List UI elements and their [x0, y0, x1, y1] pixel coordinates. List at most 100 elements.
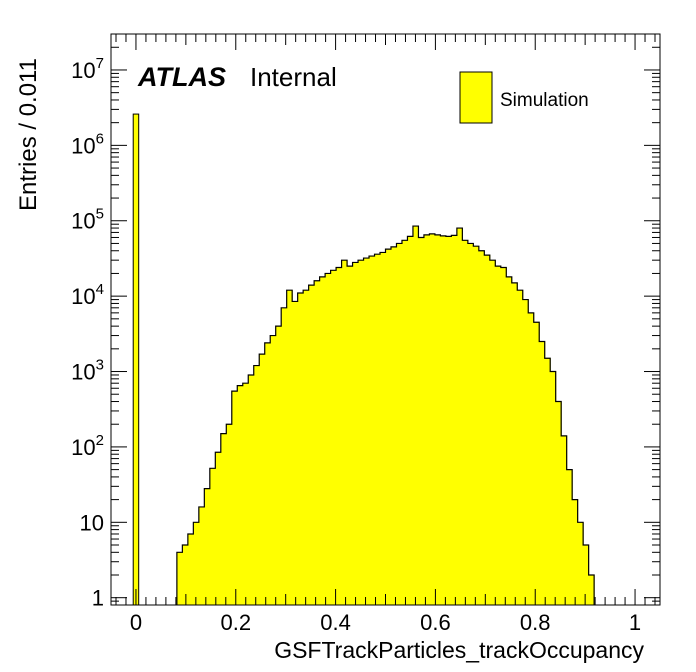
histogram-bar [434, 234, 441, 605]
histogram-bar [220, 433, 227, 605]
histogram-bar [467, 243, 474, 605]
histogram-bar [314, 280, 321, 605]
histogram-bar [456, 228, 463, 605]
histogram-bar [385, 249, 392, 605]
histogram-bar [198, 506, 205, 605]
internal-label: Internal [250, 62, 337, 92]
y-tick-labels: 1 10 102 103 104 105 106 107 [71, 55, 104, 611]
histogram-bar [374, 254, 381, 606]
x-tick-label: 0.2 [220, 610, 251, 635]
histogram-bar [270, 335, 277, 605]
histogram-bar [231, 391, 238, 605]
histogram-bar [204, 488, 211, 605]
histogram-outline [176, 225, 595, 605]
y-axis-label: Entries / 0.011 [15, 58, 42, 211]
spike-bar [132, 113, 140, 606]
histogram-bar [281, 307, 288, 605]
histogram-bar [550, 371, 557, 605]
x-tick-label: 0.4 [320, 610, 351, 635]
histogram-bar [522, 299, 529, 605]
y-tick-label: 10 [80, 510, 104, 535]
histogram-bar [182, 544, 189, 605]
histogram-bars [132, 113, 595, 606]
histogram-bar [396, 243, 403, 605]
axis-ticks [111, 33, 660, 606]
histogram-bar [176, 552, 183, 605]
histogram-bar [275, 326, 282, 605]
y-tick-label: 102 [71, 432, 104, 460]
histogram-bar [412, 226, 420, 605]
histogram-bar [445, 236, 452, 606]
y-tick-label: 104 [71, 281, 104, 309]
histogram-bar [209, 468, 216, 605]
histogram-bar [187, 533, 194, 605]
legend: Simulation [459, 71, 589, 124]
histogram-bar [358, 260, 365, 605]
histogram-bar [561, 435, 568, 605]
histogram-bar [390, 246, 398, 606]
legend-swatch [459, 71, 493, 124]
histogram-bar [478, 250, 485, 605]
histogram-bar [226, 424, 233, 605]
histogram-bar [533, 322, 540, 605]
x-axis-label: GSFTrackParticles_trackOccupancy [274, 637, 644, 663]
histogram-bar [418, 237, 425, 605]
histogram-bar [341, 260, 348, 605]
histogram-bar [303, 290, 310, 605]
histogram-bar [292, 301, 299, 605]
x-tick-label: 0.6 [420, 610, 451, 635]
histogram-bar [484, 255, 491, 605]
histogram-bar [566, 469, 573, 605]
histogram-bar [363, 258, 370, 605]
histogram-bar [297, 293, 304, 605]
x-tick-label: 1 [629, 610, 641, 635]
histogram-bar [330, 270, 337, 605]
histogram-bar [423, 234, 431, 605]
y-tick-label: 103 [71, 357, 104, 385]
histogram-bar [539, 341, 546, 605]
y-tick-label: 1 [92, 586, 104, 611]
histogram-bar [253, 365, 260, 605]
histogram-bar [583, 544, 590, 605]
histogram-bar [215, 452, 222, 605]
x-tick-label: 0.8 [520, 610, 551, 635]
histogram-bar [347, 266, 354, 605]
histogram-bar [237, 385, 244, 605]
histogram-bar [588, 574, 595, 605]
histogram-bar [401, 240, 409, 606]
y-tick-label: 106 [71, 130, 104, 158]
x-tick-labels: 0 0.2 0.4 0.6 0.8 1 [130, 610, 641, 635]
histogram-bar [451, 235, 458, 605]
histogram-bar [248, 374, 255, 605]
legend-label-simulation: Simulation [500, 90, 589, 111]
y-tick-label: 105 [71, 206, 104, 234]
histogram-bar [511, 282, 518, 605]
histogram-bar [325, 273, 332, 605]
histogram-bar [544, 358, 551, 605]
histogram-bar [572, 499, 579, 605]
histogram-bar [506, 276, 513, 605]
histogram-bar [489, 260, 496, 605]
histogram-bar [517, 290, 524, 605]
histogram-bar [462, 240, 469, 606]
histogram-bar [429, 233, 436, 605]
histogram-bar [193, 522, 200, 605]
histogram-bar [528, 312, 535, 605]
histogram-bar [308, 285, 315, 605]
histogram-bar [555, 401, 562, 605]
histogram-bar [369, 256, 376, 605]
histogram-bar [495, 266, 502, 605]
histogram-bar [286, 290, 293, 605]
histogram-bar [319, 276, 326, 605]
x-tick-label: 0 [130, 610, 142, 635]
histogram-bar [500, 267, 507, 605]
histogram-bar [259, 354, 266, 605]
histogram-bar [352, 262, 359, 605]
histogram-bar [407, 236, 414, 606]
y-tick-label: 107 [71, 55, 104, 83]
atlas-label: ATLAS [137, 62, 226, 92]
histogram-bar [440, 235, 447, 606]
histogram-bar [577, 522, 584, 605]
histogram-bar [242, 383, 249, 605]
